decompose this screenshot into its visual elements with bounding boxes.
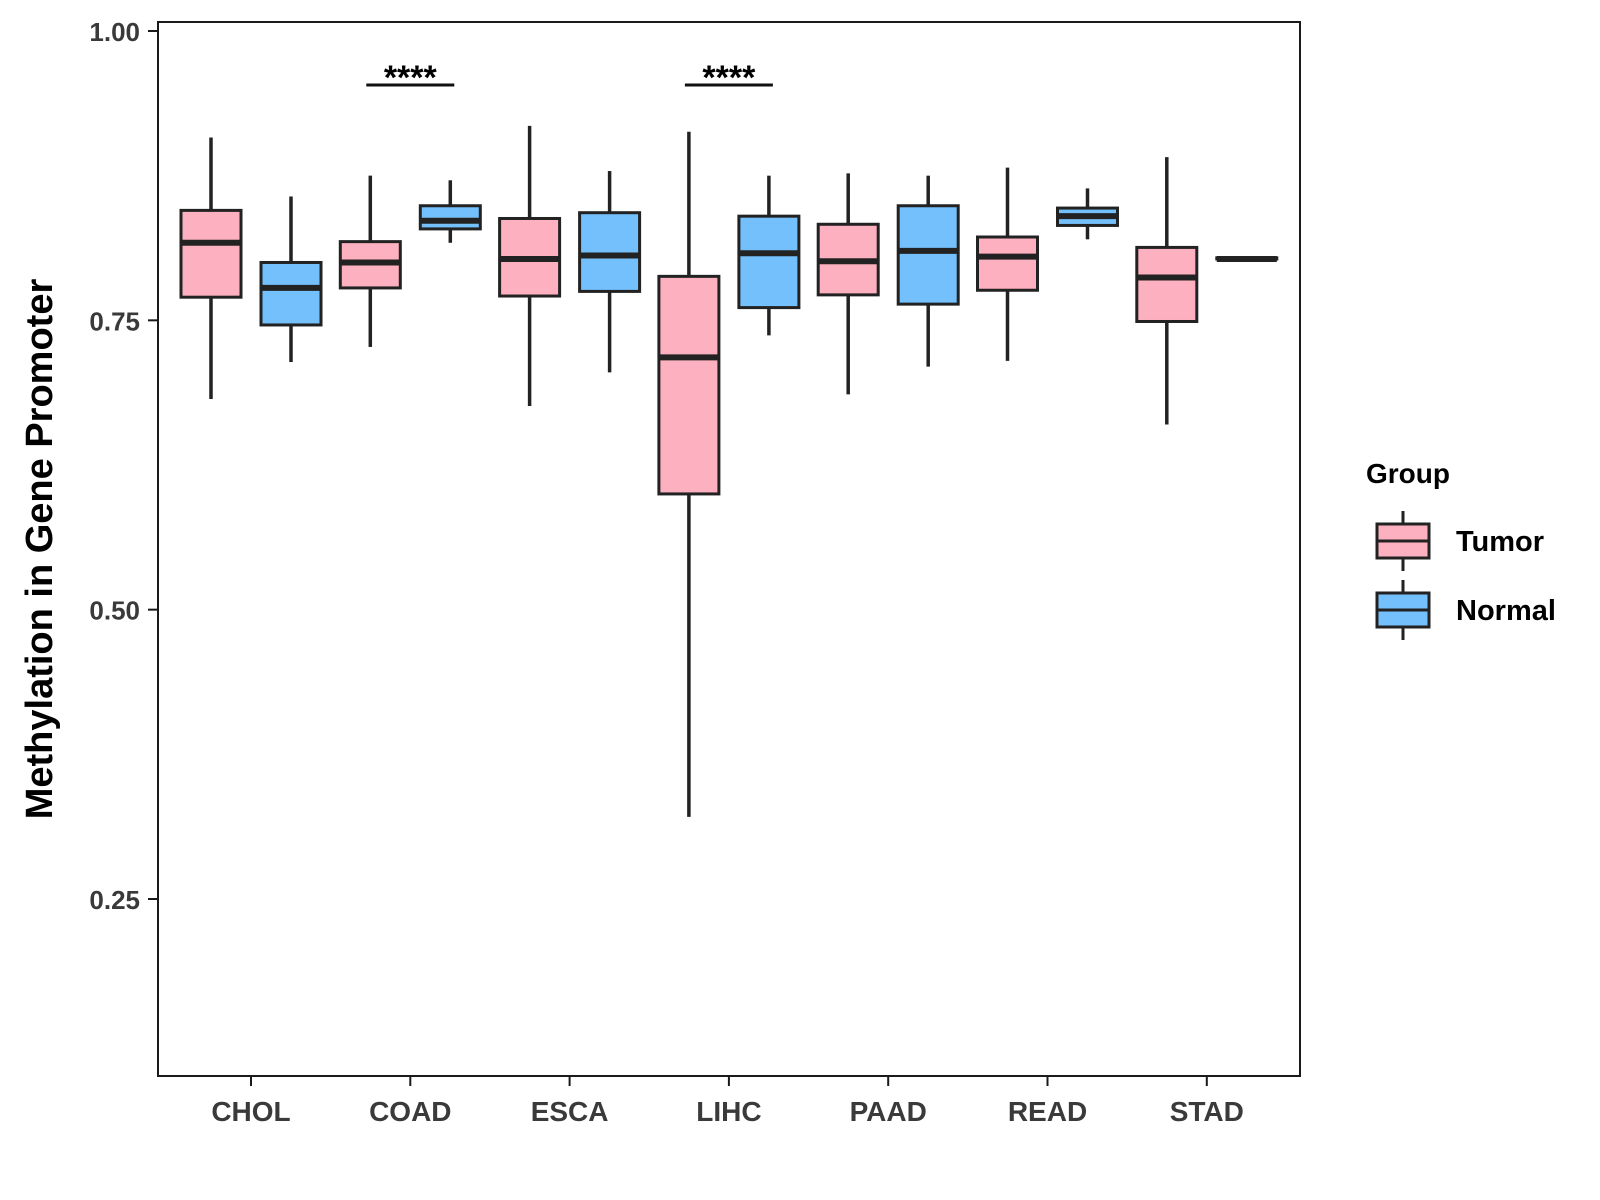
box-body (1135, 245, 1199, 323)
box-tumor-chol (179, 137, 243, 400)
box-normal-paad (896, 175, 960, 367)
legend-item-normal: Normal (1375, 580, 1556, 640)
y-axis: 0.25 0.50 0.75 1.00 (89, 17, 158, 915)
box-tumor-stad (1135, 157, 1199, 425)
box-body (896, 204, 960, 306)
boxes-layer (179, 125, 1279, 817)
box-normal-stad (1215, 255, 1279, 262)
x-tick-label: CHOL (211, 1096, 290, 1127)
plot-panel (157, 21, 1301, 1077)
x-tick-label: PAAD (850, 1096, 927, 1127)
significance-annotations: **** **** (366, 59, 773, 97)
legend-label: Tumor (1456, 526, 1544, 558)
y-axis-title: Methylation in Gene Promoter (19, 279, 61, 820)
significance-label: **** (702, 59, 756, 97)
box-normal-esca (578, 171, 642, 373)
box-normal-chol (259, 196, 323, 362)
legend-label: Normal (1456, 595, 1556, 627)
legend-title: Group (1366, 458, 1450, 489)
legend: Group Tumor Normal (1366, 458, 1556, 640)
y-tick-label: 1.00 (89, 17, 140, 47)
x-tick-label: ESCA (531, 1096, 609, 1127)
y-tick-label: 0.25 (89, 885, 140, 915)
box-normal-coad (418, 180, 482, 243)
x-axis: CHOL COAD ESCA LIHC PAAD READ STAD (211, 1076, 1244, 1127)
box-tumor-esca (498, 125, 562, 406)
significance-label: **** (384, 59, 438, 97)
box-body (657, 274, 721, 496)
box-body (259, 260, 323, 327)
box-normal-read (1056, 188, 1119, 240)
box-normal-lihc (737, 175, 801, 336)
box-body (578, 211, 642, 293)
box-tumor-lihc (657, 131, 721, 817)
y-tick-label: 0.75 (89, 306, 140, 336)
x-tick-label: LIHC (696, 1096, 761, 1127)
box-body (737, 214, 801, 310)
x-tick-label: STAD (1170, 1096, 1244, 1127)
y-tick-label: 0.50 (89, 596, 140, 626)
box-body (418, 204, 482, 231)
x-tick-label: READ (1008, 1096, 1087, 1127)
box-body (179, 208, 243, 299)
box-tumor-paad (816, 173, 880, 395)
box-tumor-coad (338, 175, 402, 347)
legend-item-tumor: Tumor (1375, 511, 1544, 571)
box-tumor-read (976, 167, 1039, 361)
box-body (976, 235, 1039, 292)
x-tick-label: COAD (369, 1096, 451, 1127)
